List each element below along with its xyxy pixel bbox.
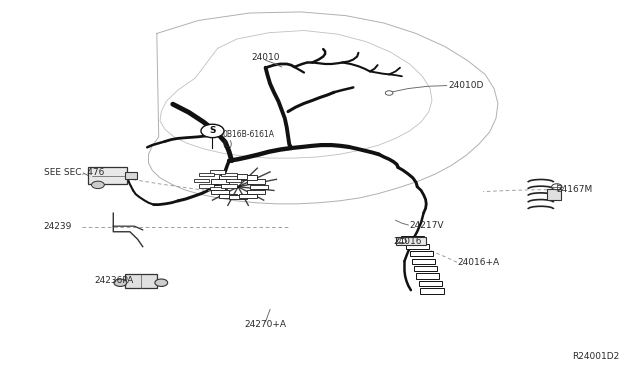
Bar	[219, 176, 237, 180]
Bar	[547, 189, 561, 200]
Bar	[210, 170, 225, 174]
Bar	[125, 274, 157, 288]
Circle shape	[397, 238, 406, 244]
Circle shape	[201, 124, 224, 138]
Circle shape	[552, 184, 562, 190]
Bar	[219, 193, 237, 198]
Text: 24016: 24016	[394, 237, 422, 246]
Text: 24167M: 24167M	[557, 185, 593, 194]
Text: S: S	[209, 126, 216, 135]
Circle shape	[92, 181, 104, 189]
Bar	[125, 172, 137, 179]
Bar	[419, 281, 442, 286]
Bar	[412, 259, 435, 264]
Text: SEE SEC. 476: SEE SEC. 476	[44, 169, 104, 177]
Circle shape	[114, 279, 127, 286]
Bar	[406, 244, 429, 249]
Text: 24010D: 24010D	[448, 81, 483, 90]
Bar	[226, 179, 241, 182]
Bar	[198, 185, 214, 188]
Bar	[211, 179, 229, 184]
Bar	[414, 266, 437, 271]
Bar	[211, 190, 229, 194]
Bar	[112, 213, 143, 237]
Bar	[239, 176, 257, 180]
Text: 0B16B-6161A
(L): 0B16B-6161A (L)	[223, 130, 275, 149]
Bar	[194, 179, 209, 182]
Bar	[229, 174, 247, 179]
Circle shape	[385, 91, 393, 95]
Bar	[396, 237, 426, 245]
Bar	[209, 185, 227, 189]
Bar	[420, 288, 444, 294]
Text: 24236PA: 24236PA	[95, 276, 134, 285]
Text: 24217V: 24217V	[410, 221, 444, 230]
Text: 24016+A: 24016+A	[458, 258, 500, 267]
Bar	[221, 185, 237, 188]
Bar	[88, 167, 127, 184]
Bar	[410, 251, 433, 256]
Circle shape	[155, 279, 168, 286]
Text: 24270+A: 24270+A	[244, 320, 287, 329]
Bar	[250, 185, 268, 189]
Bar	[401, 236, 424, 241]
Bar	[247, 179, 265, 184]
Bar	[210, 187, 225, 190]
Bar	[221, 173, 237, 176]
Text: 24239: 24239	[44, 222, 72, 231]
Bar	[239, 193, 257, 198]
Text: 24010: 24010	[252, 53, 280, 62]
Bar	[247, 190, 265, 194]
Bar	[416, 273, 439, 279]
Bar	[198, 173, 214, 176]
Bar	[229, 195, 247, 199]
Text: R24001D2: R24001D2	[572, 352, 620, 361]
